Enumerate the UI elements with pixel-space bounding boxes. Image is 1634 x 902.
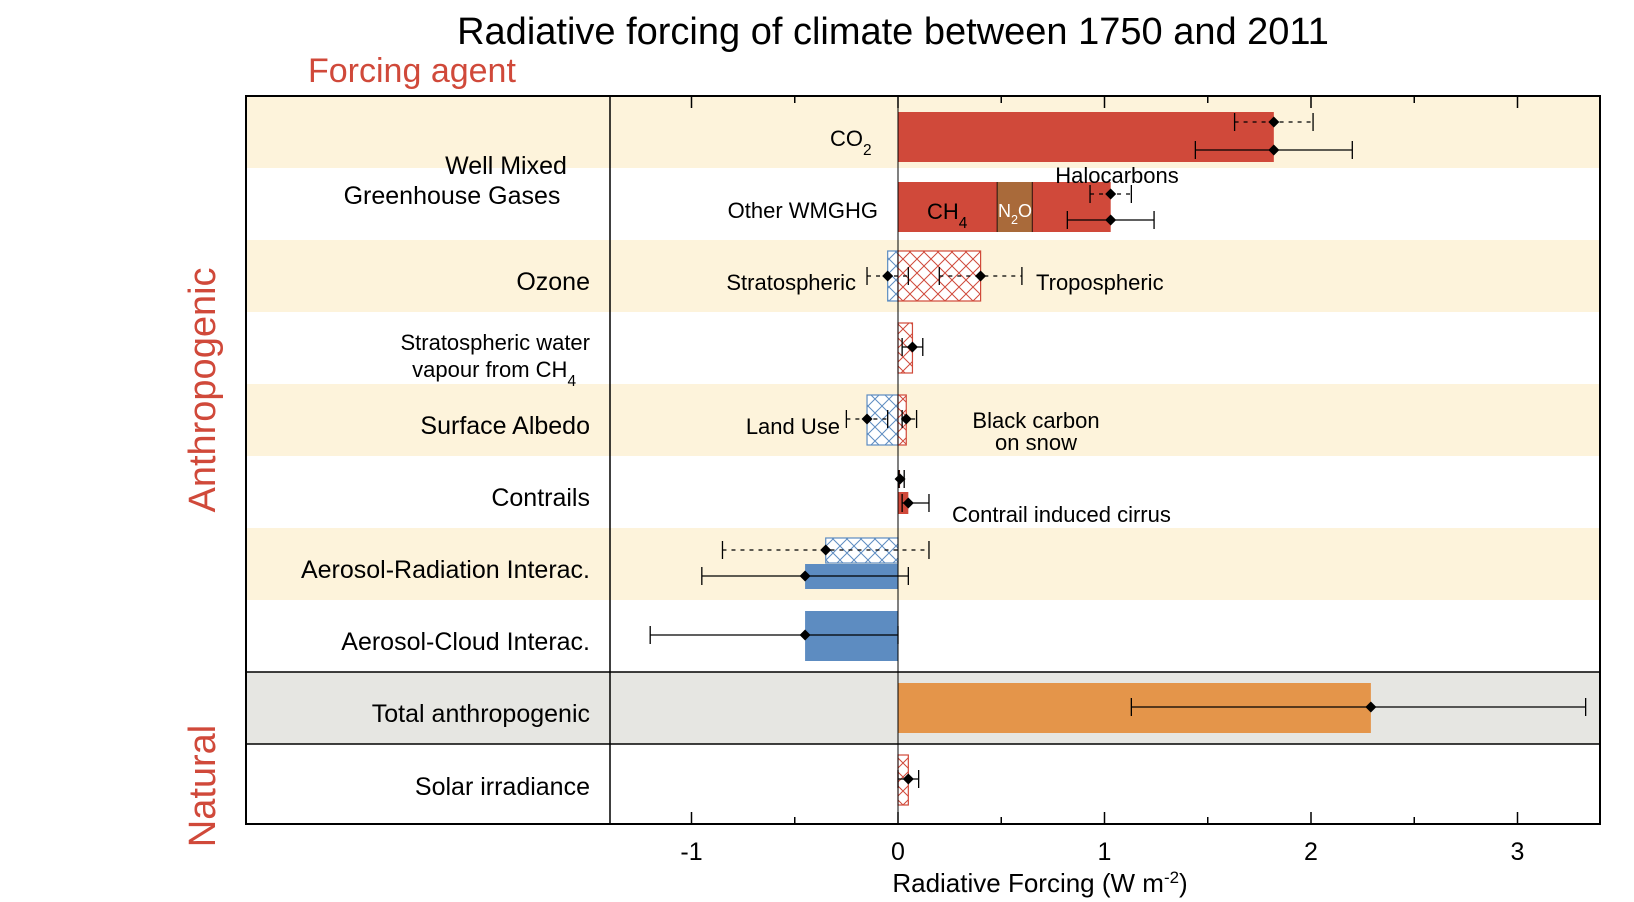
marker-contrail-cirrus <box>902 497 914 509</box>
row-shade-4 <box>246 384 1600 456</box>
bar-segment-1 <box>997 182 1033 232</box>
marker-strat-water <box>906 341 918 353</box>
annotation-n2o: N2O <box>998 201 1032 227</box>
row-label-wmgg-2: Greenhouse Gases <box>344 182 561 210</box>
marker-co2-top <box>1268 116 1280 128</box>
row-label-aer-cloud: Aerosol-Cloud Interac. <box>341 628 590 656</box>
x-tick-label: 1 <box>1098 838 1112 866</box>
plot-frame <box>245 95 1601 825</box>
annotation-tropospheric: Tropospheric <box>1036 270 1164 295</box>
chart-title: Radiative forcing of climate between 175… <box>457 11 1329 53</box>
annotation-ch4: CH4 <box>927 199 968 232</box>
row-label-contrails: Contrails <box>491 484 590 512</box>
marker-black-carbon <box>900 413 912 425</box>
row-label-ozone: Ozone <box>516 268 590 296</box>
annotation-other-wmghg: Other WMGHG <box>728 198 878 223</box>
annotation-land-use: Land Use <box>746 414 840 439</box>
row-label-water-1: Stratospheric water <box>400 330 590 355</box>
bar-co2 <box>898 112 1274 162</box>
labels-layer: -1 0 1 2 3 Radiative Forcing (W m-2) Anthropog… <box>182 126 1524 898</box>
marker-ozone-trop <box>975 270 987 282</box>
marker-wmghg-top <box>1105 188 1117 200</box>
plot-border <box>245 95 1601 825</box>
marker-co2-bottom <box>1268 144 1280 156</box>
marker-ozone-strat <box>882 270 894 282</box>
group-label-1: Natural <box>182 725 224 848</box>
bar-segment-2 <box>1032 182 1111 232</box>
marker-aer-cloud <box>799 629 811 641</box>
row-shade-6 <box>246 528 1600 600</box>
chart-subtitle: Forcing agent <box>308 52 516 90</box>
row-label-aer-rad: Aerosol-Radiation Interac. <box>301 556 590 584</box>
row-label-solar: Solar irradiance <box>415 773 590 801</box>
annotation-co2: CO2 <box>830 126 872 159</box>
annotation-stratospheric: Stratospheric <box>726 270 856 295</box>
annotation-black-carbon-1: Black carbon <box>972 408 1099 433</box>
bar-land-use <box>866 394 899 446</box>
row-label-water-2: vapour from CH4 <box>412 357 576 390</box>
x-tick-label: 2 <box>1304 838 1318 866</box>
marker-land-use <box>861 413 873 425</box>
marker-wmghg-bottom <box>1105 214 1117 226</box>
annotation-contrail-cirrus: Contrail induced cirrus <box>952 502 1171 527</box>
bar-total-anthropogenic <box>898 683 1371 733</box>
row-label-total: Total anthropogenic <box>372 700 590 728</box>
x-axis-label: Radiative Forcing (W m-2) <box>892 868 1187 899</box>
marker-aer-rad-emission <box>820 544 832 556</box>
x-tick-label: 3 <box>1511 838 1525 866</box>
marker-contrails <box>894 473 906 485</box>
marker-aer-rad-adjusted <box>799 570 811 582</box>
row-label-wmgg-1: Well Mixed <box>445 152 567 180</box>
marker-total <box>1365 701 1377 713</box>
error-bars-layer <box>649 113 1587 788</box>
group-label-0: Anthropogenic <box>182 267 224 512</box>
x-tick-label: -1 <box>680 838 702 866</box>
annotation-halocarbons: Halocarbons <box>1055 163 1179 188</box>
annotation-black-carbon-2: on snow <box>995 430 1077 455</box>
marker-solar <box>902 773 914 785</box>
bar-aer-cloud <box>805 611 898 661</box>
bar-segment-0 <box>898 182 998 232</box>
x-tick-label: 0 <box>891 838 905 866</box>
row-label-albedo: Surface Albedo <box>420 412 590 440</box>
